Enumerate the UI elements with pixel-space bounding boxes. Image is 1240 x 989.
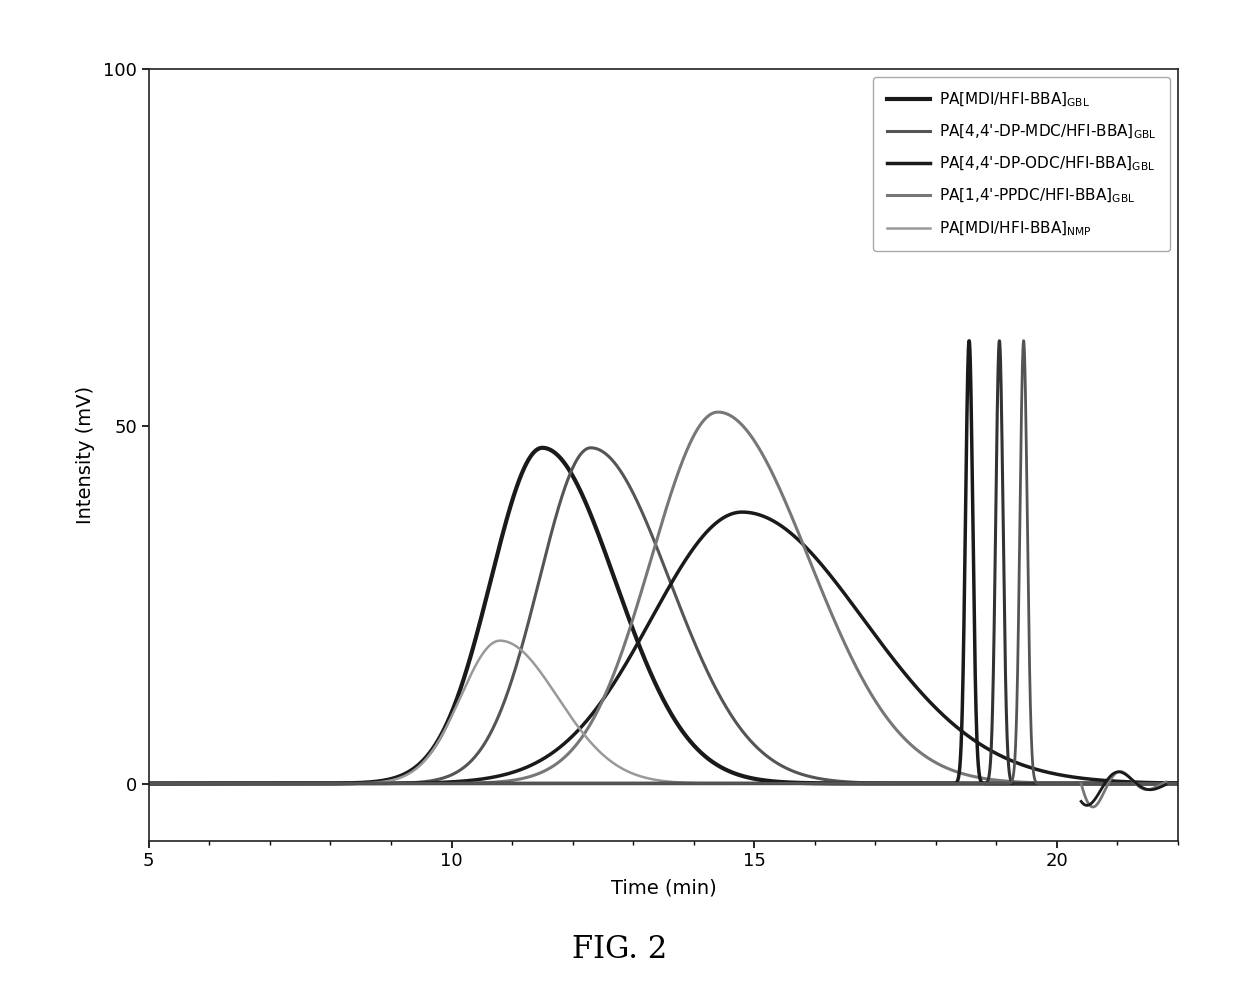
Legend: PA[MDI/HFI-BBA]$_{\mathrm{GBL}}$, PA[4,4'-DP-MDC/HFI-BBA]$_{\mathrm{GBL}}$, PA[4: PA[MDI/HFI-BBA]$_{\mathrm{GBL}}$, PA[4,4…: [873, 77, 1171, 251]
Y-axis label: Intensity (mV): Intensity (mV): [76, 386, 94, 524]
X-axis label: Time (min): Time (min): [610, 879, 717, 898]
Text: FIG. 2: FIG. 2: [573, 934, 667, 965]
